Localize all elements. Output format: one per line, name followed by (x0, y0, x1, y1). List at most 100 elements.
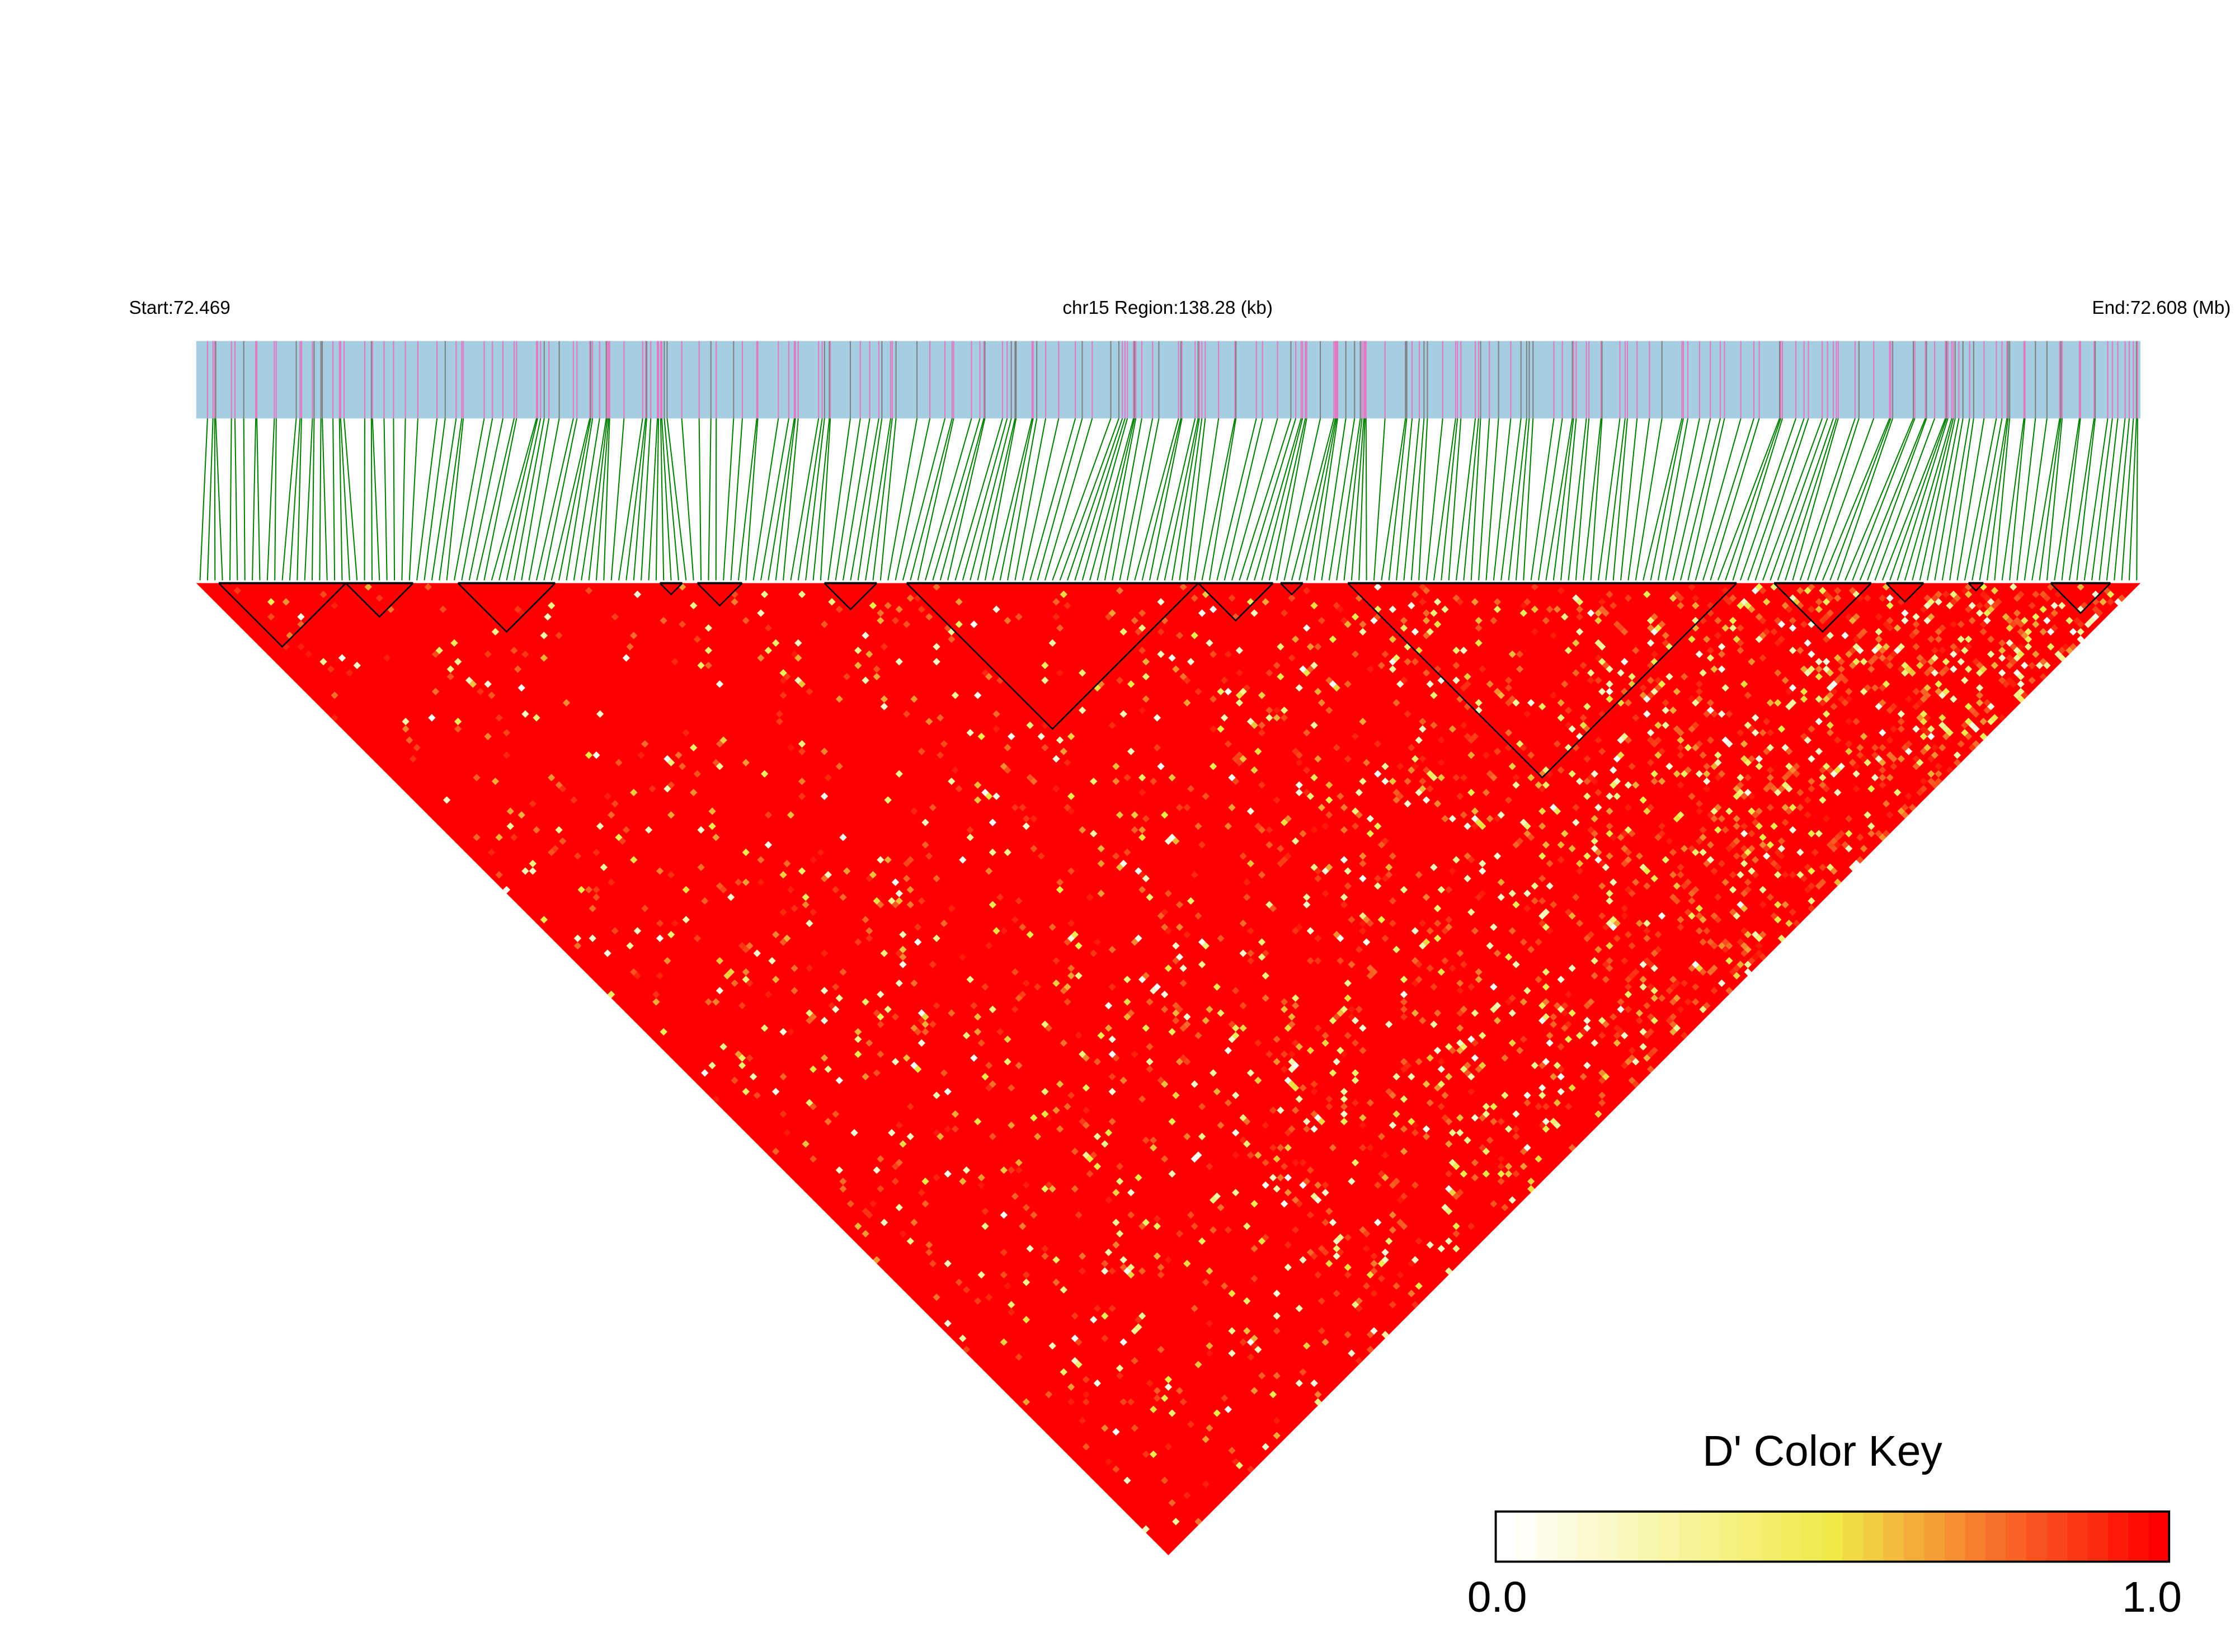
snp-connector (343, 418, 358, 581)
ld-cell (1206, 1162, 1213, 1170)
ld-cell (1269, 1390, 1277, 1399)
ld-cell (1587, 930, 1595, 939)
ld-cell (1822, 658, 1831, 666)
snp-connector (332, 418, 336, 581)
ld-cell (1246, 1338, 1255, 1346)
snp-connector (708, 418, 712, 581)
snp-connector (2128, 418, 2137, 581)
snp-connector (1351, 418, 1364, 581)
ld-cell (839, 968, 847, 976)
snp-connector (199, 418, 208, 581)
ld-cell (1340, 1103, 1348, 1110)
ld-cell (1366, 665, 1374, 673)
ld-cell (1112, 1428, 1120, 1436)
ld-cell (1302, 587, 1311, 595)
ld-cell (1848, 661, 1857, 670)
snp-connector (371, 418, 380, 581)
ld-cell (1277, 672, 1284, 681)
ld-cell (1119, 1398, 1127, 1406)
ld-cell (1931, 743, 1939, 752)
ld-cell (1789, 616, 1797, 624)
ld-cell (1411, 1256, 1419, 1264)
ld-cell (1512, 1170, 1520, 1178)
ld-cell (1606, 807, 1613, 815)
ld-cell (1164, 927, 1173, 935)
ld-cell (1056, 1080, 1064, 1088)
ld-cell (1624, 826, 1632, 834)
snp-connector (383, 418, 388, 581)
ld-cell (831, 1110, 840, 1118)
color-key-step (1842, 1511, 1864, 1562)
ld-cell (1493, 598, 1502, 606)
ld-cell (1213, 1192, 1221, 1201)
ld-cell (1456, 598, 1464, 606)
ld-cell (1643, 1001, 1651, 1010)
ld-cell (981, 1207, 989, 1215)
ld-cell (806, 964, 813, 972)
ld-cell (1621, 957, 1629, 965)
ld-cell (1938, 721, 1946, 729)
ld-cell (1706, 654, 1715, 662)
ld-cell (1104, 1458, 1113, 1466)
ld-cell (727, 893, 735, 901)
ld-cell (1355, 1297, 1363, 1305)
ld-cell (1157, 628, 1165, 636)
ld-cell (1108, 1305, 1116, 1312)
ld-cell (1606, 792, 1613, 801)
ld-cell (1392, 945, 1400, 954)
ld-cell (1721, 945, 1729, 954)
ld-cell (1329, 680, 1337, 688)
ld-cell (1583, 1016, 1591, 1025)
ld-cell (1512, 699, 1520, 707)
ld-cell (1157, 1263, 1165, 1272)
ld-cell (1273, 661, 1281, 670)
ld-cell (1635, 1016, 1644, 1025)
ld-cell (917, 605, 926, 613)
ld-cell (1646, 1065, 1655, 1073)
snp-connector (1149, 418, 1183, 581)
ld-cell (1310, 1080, 1318, 1088)
ld-cell (1142, 658, 1150, 666)
ld-cell (1067, 792, 1075, 801)
snp-connector (338, 418, 343, 581)
snp-connector (984, 418, 1017, 581)
ld-cell (1400, 1222, 1408, 1230)
ld-cell (1482, 1147, 1490, 1155)
snp-connector (1934, 418, 1964, 581)
ld-cell (1280, 998, 1288, 1006)
ld-cell (1030, 1114, 1038, 1122)
snp-connector (737, 418, 757, 581)
ld-cell (656, 867, 664, 875)
ld-cell (828, 1001, 836, 1010)
ld-cell (1172, 1016, 1180, 1025)
ld-cell (1575, 777, 1584, 785)
ld-cell (484, 650, 492, 658)
ld-cell (1093, 1305, 1102, 1312)
ld-cell (1759, 587, 1767, 595)
ld-cell (1164, 1383, 1173, 1391)
ld-cell (1269, 905, 1277, 912)
ld-cell (1583, 1024, 1591, 1032)
ld-cell (1512, 1125, 1520, 1133)
ld-cell (1692, 721, 1700, 729)
ld-cell (551, 845, 559, 853)
ld-cell (1845, 747, 1853, 755)
ld-cell (1079, 1050, 1086, 1058)
ld-cell (1161, 990, 1169, 999)
ld-cell (873, 1166, 881, 1174)
ld-cell (1460, 774, 1468, 782)
ld-cell (1254, 1151, 1262, 1159)
ld-cell (1964, 635, 1973, 643)
ld-cell (977, 1181, 985, 1189)
ld-cell (1146, 1043, 1154, 1051)
ld-cell (1444, 1267, 1453, 1275)
ld-cell (648, 785, 656, 793)
ld-cell (1041, 743, 1049, 752)
ld-cell (510, 647, 518, 655)
ld-cell (1093, 1379, 1102, 1387)
ld-cell (1789, 647, 1797, 655)
ld-cell (1650, 964, 1658, 972)
ld-cell (1243, 878, 1251, 886)
ld-cell (1598, 598, 1606, 606)
ld-cell (521, 710, 529, 718)
